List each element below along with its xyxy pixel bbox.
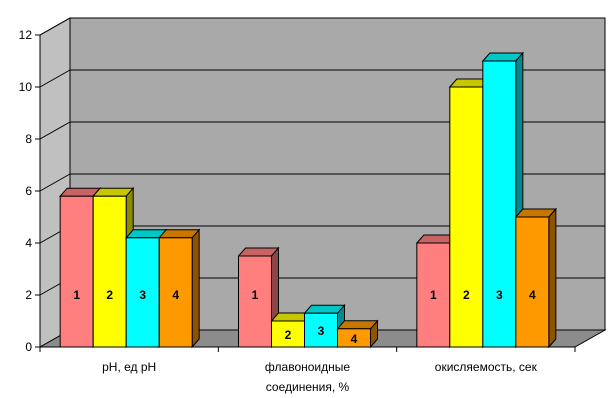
bar-1-2 bbox=[92, 195, 127, 348]
bar-3-3-label: 3 bbox=[496, 288, 503, 302]
x-category-label-2-line-1: флавоноидные bbox=[265, 360, 350, 374]
bar-2-1 bbox=[238, 255, 272, 348]
bar-1-3 bbox=[125, 237, 160, 348]
bar-3-4-side bbox=[548, 207, 557, 349]
bar-3-4 bbox=[515, 216, 550, 348]
bar-3-2-label: 2 bbox=[463, 288, 470, 302]
x-category-label-3: окисляемость, сек bbox=[435, 360, 538, 374]
bar-2-4 bbox=[337, 328, 371, 348]
bar-2-1-label: 1 bbox=[252, 288, 259, 302]
y-tick-label-6: 12 bbox=[19, 28, 33, 42]
bar-2-2 bbox=[271, 320, 305, 348]
y-tick-label-5: 10 bbox=[19, 80, 33, 94]
bar-3-1-label: 1 bbox=[430, 288, 437, 302]
x-category-label-2-line-2: соединения, % bbox=[266, 380, 350, 394]
bar-1-4-label: 4 bbox=[172, 288, 179, 302]
bar-1-3-label: 3 bbox=[139, 288, 146, 302]
y-tick-label-3: 6 bbox=[25, 184, 32, 198]
gridline-side-5 bbox=[39, 69, 71, 88]
y-tick-label-4: 8 bbox=[25, 132, 32, 146]
bar-2-2-label: 2 bbox=[285, 328, 292, 342]
x-category-label-1: pH, ед pH bbox=[102, 360, 156, 374]
bar-3-1 bbox=[416, 242, 451, 348]
y-tick-label-0: 0 bbox=[25, 340, 32, 354]
bar-1-1-label: 1 bbox=[73, 288, 80, 302]
gridline-side-6 bbox=[39, 17, 71, 36]
bar-1-1 bbox=[59, 195, 94, 348]
bar-3-3 bbox=[482, 60, 517, 348]
bar-1-2-label: 2 bbox=[106, 288, 113, 302]
gridline-side-3 bbox=[39, 173, 71, 192]
bar-2-3 bbox=[304, 312, 338, 348]
bar-2-3-label: 3 bbox=[318, 324, 325, 338]
bar-1-4 bbox=[158, 237, 193, 348]
bar-3-2 bbox=[449, 86, 484, 348]
y-tick-label-1: 2 bbox=[25, 288, 32, 302]
gridline-side-4 bbox=[39, 121, 71, 140]
bar-1-4-side bbox=[191, 228, 200, 349]
y-tick-label-2: 4 bbox=[25, 236, 32, 250]
bar-3-4-label: 4 bbox=[529, 288, 536, 302]
bar-2-4-label: 4 bbox=[351, 332, 358, 346]
